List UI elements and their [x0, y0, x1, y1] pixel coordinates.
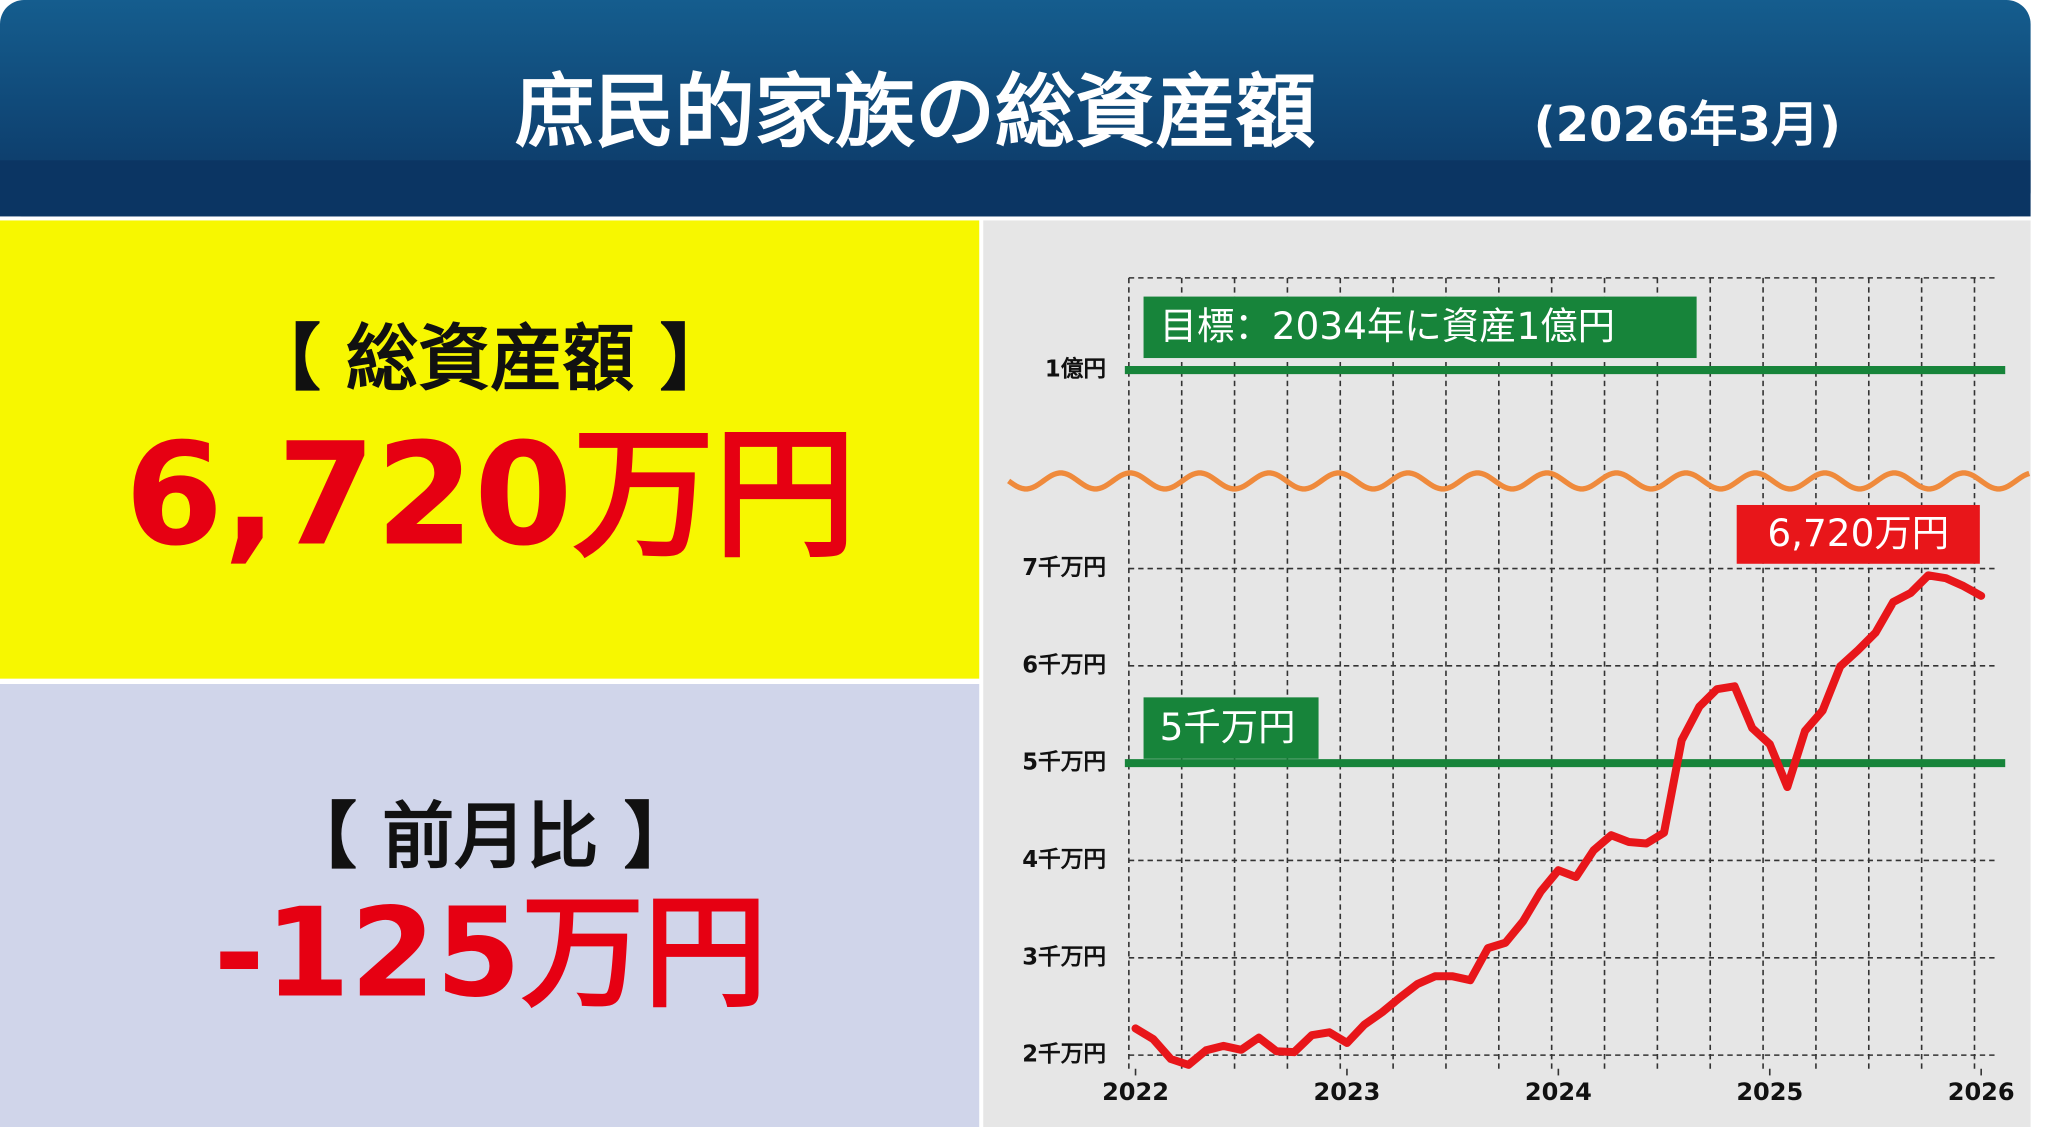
total-panel	[0, 220, 980, 679]
series-line	[1131, 571, 1986, 1069]
axis-break	[1007, 470, 2031, 492]
reference-label-bg	[1143, 296, 1697, 359]
total-value: 6,720万円	[125, 414, 856, 578]
change-label: 【 前月比 】	[285, 796, 696, 880]
change-panel	[0, 684, 980, 1127]
subtitle: (2026年3月)	[1534, 97, 1841, 153]
y-tick-label: 2千万円	[1022, 1042, 1106, 1068]
change-value: -125万円	[214, 882, 767, 1025]
y-tick-label: 3千万円	[1022, 944, 1106, 970]
title: 庶民的家族の総資産額	[514, 66, 1315, 159]
end-label-bg	[1736, 504, 1980, 564]
x-tick-label: 2024	[1525, 1078, 1592, 1106]
y-tick-label: 5千万円	[1022, 750, 1106, 776]
x-tick-label: 2023	[1313, 1078, 1380, 1106]
reference-label-bg	[1143, 697, 1319, 759]
y-tick-label: 1億円	[1045, 357, 1106, 383]
total-label: 【 総資産額 】	[249, 317, 732, 401]
x-tick-label: 2026	[1948, 1078, 2015, 1106]
end-label: 6,720万円	[1767, 511, 1949, 555]
y-tick-label: 6千万円	[1022, 652, 1106, 678]
header-bg-base	[0, 160, 2031, 217]
y-tick-label: 7千万円	[1022, 555, 1106, 581]
x-tick-label: 2025	[1736, 1078, 1803, 1106]
y-tick-label: 4千万円	[1022, 847, 1106, 873]
x-tick-label: 2022	[1102, 1078, 1169, 1106]
reference-label: 目標：2034年に資産1億円	[1160, 304, 1615, 348]
reference-label: 5千万円	[1160, 705, 1296, 749]
